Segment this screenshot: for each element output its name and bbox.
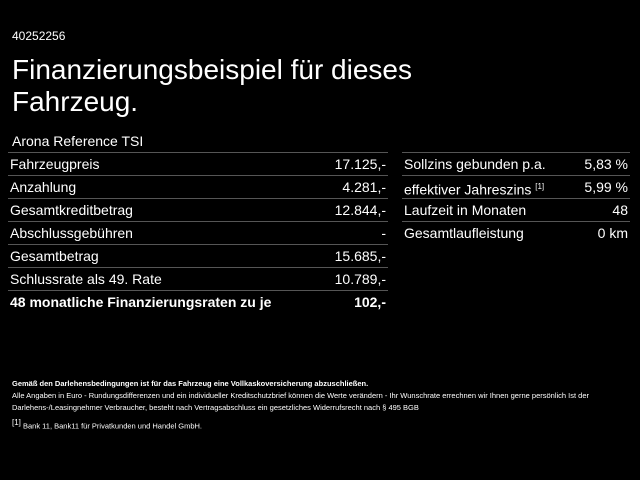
table-row: Laufzeit in Monaten 48: [402, 198, 630, 221]
table-row: Fahrzeugpreis 17.125,-: [8, 152, 388, 175]
row-value: 15.685,-: [334, 248, 386, 264]
model: Arona Reference TSI: [12, 133, 144, 149]
label-text: Gesamtlaufleistung: [404, 225, 524, 241]
row-value: 5,83 %: [584, 156, 628, 172]
footer: Gemäß den Darlehensbedingungen ist für d…: [12, 378, 628, 433]
label-text: Laufzeit in Monaten: [404, 202, 527, 218]
row-label: Fahrzeugpreis: [10, 156, 100, 172]
footnote-marker: [1]: [535, 182, 545, 191]
row-value: 10.789,-: [334, 271, 386, 287]
row-label: effektiver Jahreszins [1]: [404, 176, 544, 198]
table-row: Abschlussgebühren -: [8, 221, 388, 244]
row-value: 5,99 %: [584, 179, 628, 195]
footnote: [1] Bank 11, Bank11 für Privatkunden und…: [12, 417, 628, 433]
row-value: -: [381, 225, 386, 241]
row-label: 48 monatliche Finanzierungsraten zu je: [10, 294, 272, 310]
row-label: Abschlussgebühren: [10, 225, 133, 241]
row-value: 17.125,-: [334, 156, 386, 172]
row-value: 12.844,-: [334, 202, 386, 218]
table-row: Anzahlung 4.281,-: [8, 175, 388, 198]
rate-table: Sollzins gebunden p.a. 5,83 % effektiver J…: [402, 152, 630, 244]
footer-bold: Gemäß den Darlehensbedingungen ist für d…: [12, 379, 369, 388]
footnote-marker: [1]: [12, 418, 21, 427]
row-label: Anzahlung: [10, 179, 77, 195]
row-label: Schlussrate als 49. Rate: [10, 271, 162, 287]
row-value: 0 km: [597, 225, 628, 241]
row-label: Laufzeit in Monaten: [404, 199, 526, 221]
table-row: 48 monatliche Finanzierungsraten zu je 10…: [8, 290, 388, 313]
row-value: 102,-: [354, 294, 386, 310]
footer-text: Alle Angaben in Euro - Rundungsdifferenz…: [12, 391, 590, 412]
finance-table: Fahrzeugpreis 17.125,- Anzahlung 4.281,- Ges…: [8, 152, 388, 313]
row-label: Gesamtkreditbetrag: [10, 202, 133, 218]
title: Finanzierungsbeispiel für dieses Fahrzeu…: [12, 54, 412, 117]
table-row: Gesamtlaufleistung 0 km: [402, 221, 630, 244]
row-label: Gesamtlaufleistung: [404, 222, 524, 244]
table-row: effektiver Jahreszins [1] 5,99 %: [402, 175, 630, 198]
table-row: Sollzins gebunden p.a. 5,83 %: [402, 152, 630, 175]
table-row: Schlussrate als 49. Rate 10.789,-: [8, 267, 388, 290]
row-value: 4.281,-: [342, 179, 386, 195]
vehicle-id: 40252256: [12, 29, 66, 43]
row-label: Gesamtbetrag: [10, 248, 99, 264]
table-row: Gesamtkreditbetrag 12.844,-: [8, 198, 388, 221]
label-text: effektiver Jahreszins: [404, 181, 532, 198]
footnote-text: Bank 11, Bank11 für Privatkunden und Han…: [23, 421, 202, 431]
label-text: Sollzins gebunden p.a.: [404, 156, 546, 172]
table-row: Gesamtbetrag 15.685,-: [8, 244, 388, 267]
row-value: 48: [612, 202, 628, 218]
row-label: Sollzins gebunden p.a.: [404, 153, 546, 175]
